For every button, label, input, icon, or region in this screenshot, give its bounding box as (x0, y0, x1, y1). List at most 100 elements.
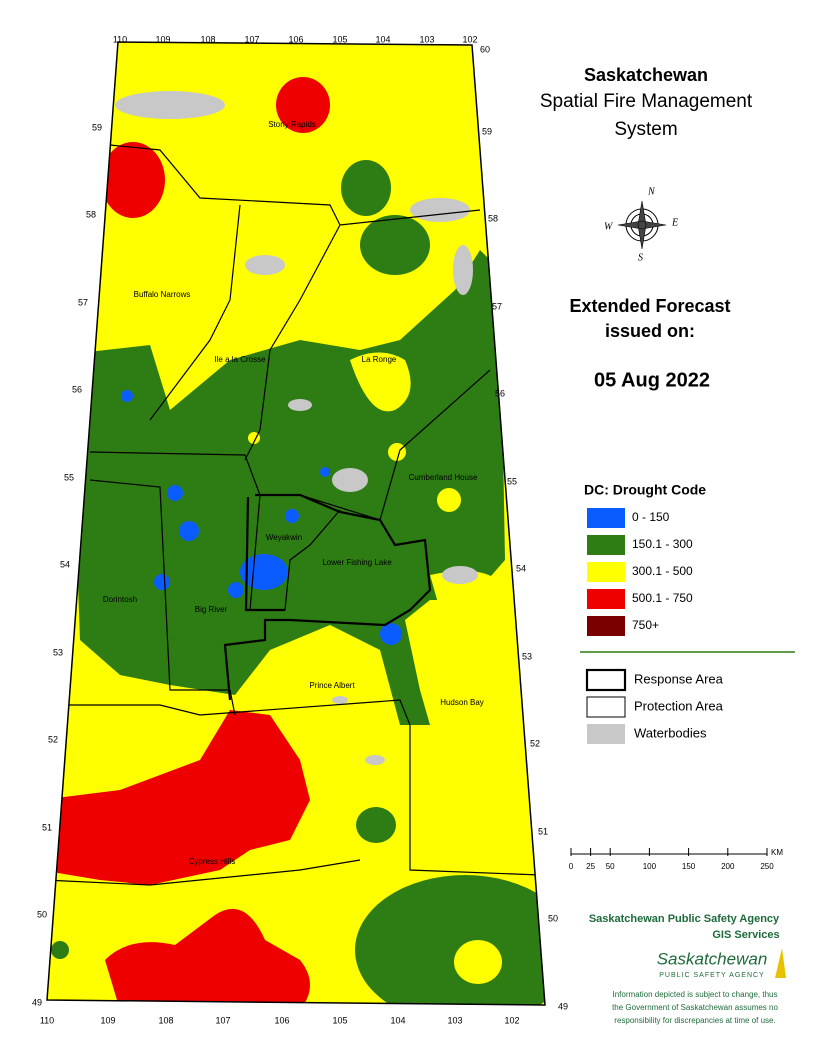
place-label: Hudson Bay (440, 698, 484, 707)
agency-unit: GIS Services (712, 929, 779, 941)
latitude-label: 55 (64, 472, 74, 482)
legend: 0 - 150 150.1 - 300 300.1 - 500 500.1 - 750… (587, 508, 693, 636)
latitude-label: 59 (92, 122, 102, 132)
legend-swatch (587, 508, 625, 528)
latitude-label: 56 (495, 388, 505, 398)
longitude-label: 103 (419, 34, 434, 44)
place-label: Dorintosh (103, 595, 137, 604)
longitude-label: 109 (100, 1015, 115, 1025)
legend-swatch (587, 616, 625, 636)
water-swatch (587, 724, 625, 744)
place-label: Lower Fishing Lake (322, 558, 392, 567)
latitude-label: 58 (86, 209, 96, 219)
logo-mark (775, 948, 786, 978)
legend-title: DC: Drought Code (584, 482, 706, 498)
latitude-label: 49 (558, 1001, 568, 1011)
legend-label: Response Area (634, 671, 724, 686)
forecast-date: 05 Aug 2022 (594, 369, 710, 391)
legend-label: Waterbodies (634, 725, 707, 740)
compass: N E S W (604, 186, 678, 263)
compass-w: W (604, 221, 614, 232)
longitude-label: 110 (40, 1015, 54, 1025)
latitude-label: 52 (48, 734, 58, 744)
longitude-label: 104 (375, 34, 390, 44)
latitude-label: 52 (530, 738, 540, 748)
longitude-label: 108 (158, 1015, 173, 1025)
latitude-label: 57 (78, 297, 88, 307)
longitude-label: 105 (332, 1015, 347, 1025)
place-label: La Ronge (362, 355, 397, 364)
latitude-label: 60 (480, 44, 490, 54)
place-label: Weyakwin (266, 533, 302, 542)
scale-bar: 0 25 50 100 150 200 250 KM (569, 848, 783, 871)
latitude-label: 58 (488, 213, 498, 223)
place-label: Big River (195, 605, 228, 614)
agency-name: Saskatchewan Public Safety Agency (589, 913, 780, 925)
legend-label: 150.1 - 300 (632, 537, 693, 551)
legend-label: 500.1 - 750 (632, 591, 693, 605)
longitude-label: 106 (288, 34, 303, 44)
longitude-label: 102 (504, 1015, 519, 1025)
longitude-label: 107 (244, 34, 259, 44)
latitude-label: 51 (538, 826, 548, 836)
place-label: Stony Rapids (268, 120, 316, 129)
scale-label: 50 (606, 862, 615, 871)
scale-label: 0 (569, 862, 574, 871)
legend-swatch (587, 589, 625, 609)
scale-label: 100 (643, 862, 657, 871)
scale-label: 150 (682, 862, 696, 871)
longitude-label: 103 (447, 1015, 462, 1025)
scale-label: 25 (586, 862, 595, 871)
scale-label: 250 (760, 862, 774, 871)
longitude-label: 110 (113, 34, 127, 44)
latitude-label: 59 (482, 126, 492, 136)
disclaimer: Information depicted is subject to chang… (613, 990, 778, 999)
latitude-label: 54 (516, 563, 526, 573)
longitude-label: 105 (332, 34, 347, 44)
latitude-label: 55 (507, 476, 517, 486)
latitude-label: 49 (32, 997, 42, 1007)
latitude-label: 54 (60, 559, 70, 569)
scale-unit: KM (771, 848, 783, 857)
subtitle: Spatial Fire Management (540, 91, 753, 112)
forecast-heading: issued on: (605, 321, 695, 341)
legend-label: Protection Area (634, 698, 724, 713)
longitude-label: 106 (274, 1015, 289, 1025)
logo-word: Saskatchewan (657, 949, 768, 968)
place-labels: Stony Rapids Buffalo Narrows Ile a la Cros… (103, 120, 484, 866)
longitude-label: 107 (215, 1015, 230, 1025)
place-label: Cypress Hills (189, 857, 236, 866)
subtitle: System (614, 119, 677, 140)
latitude-label: 56 (72, 384, 82, 394)
longitude-label: 104 (390, 1015, 405, 1025)
latitude-label: 57 (492, 301, 502, 311)
scale-label: 200 (721, 862, 735, 871)
legend-label: 300.1 - 500 (632, 564, 693, 578)
place-label: Buffalo Narrows (134, 290, 191, 299)
title: Saskatchewan (584, 65, 708, 85)
province-outline (46, 41, 546, 1006)
latitude-label: 51 (42, 822, 52, 832)
disclaimer: the Government of Saskatchewan assumes n… (612, 1003, 778, 1012)
place-label: Ile a la Crosse (214, 355, 266, 364)
logo-sub: PUBLIC SAFETY AGENCY (659, 972, 764, 979)
graticule: 110 110 109 109 108 108 107 107 106 106 105 105 104 1… (32, 34, 568, 1025)
latitude-label: 53 (522, 651, 532, 661)
legend-label: 0 - 150 (632, 510, 670, 524)
longitude-label: 102 (462, 34, 477, 44)
compass-s: S (638, 252, 643, 263)
place-label: Prince Albert (309, 681, 355, 690)
latitude-label: 50 (548, 913, 558, 923)
response-swatch (585, 668, 627, 692)
compass-n: N (647, 186, 656, 197)
legend-label: 750+ (632, 618, 659, 632)
legend-swatch (587, 562, 625, 582)
latitude-label: 50 (37, 909, 47, 919)
map-body (47, 42, 545, 1005)
longitude-label: 109 (155, 34, 170, 44)
compass-e: E (671, 217, 678, 228)
place-label: Cumberland House (409, 473, 478, 482)
disclaimer: responsibility for discrepancies at time… (614, 1016, 775, 1025)
longitude-label: 108 (200, 34, 215, 44)
